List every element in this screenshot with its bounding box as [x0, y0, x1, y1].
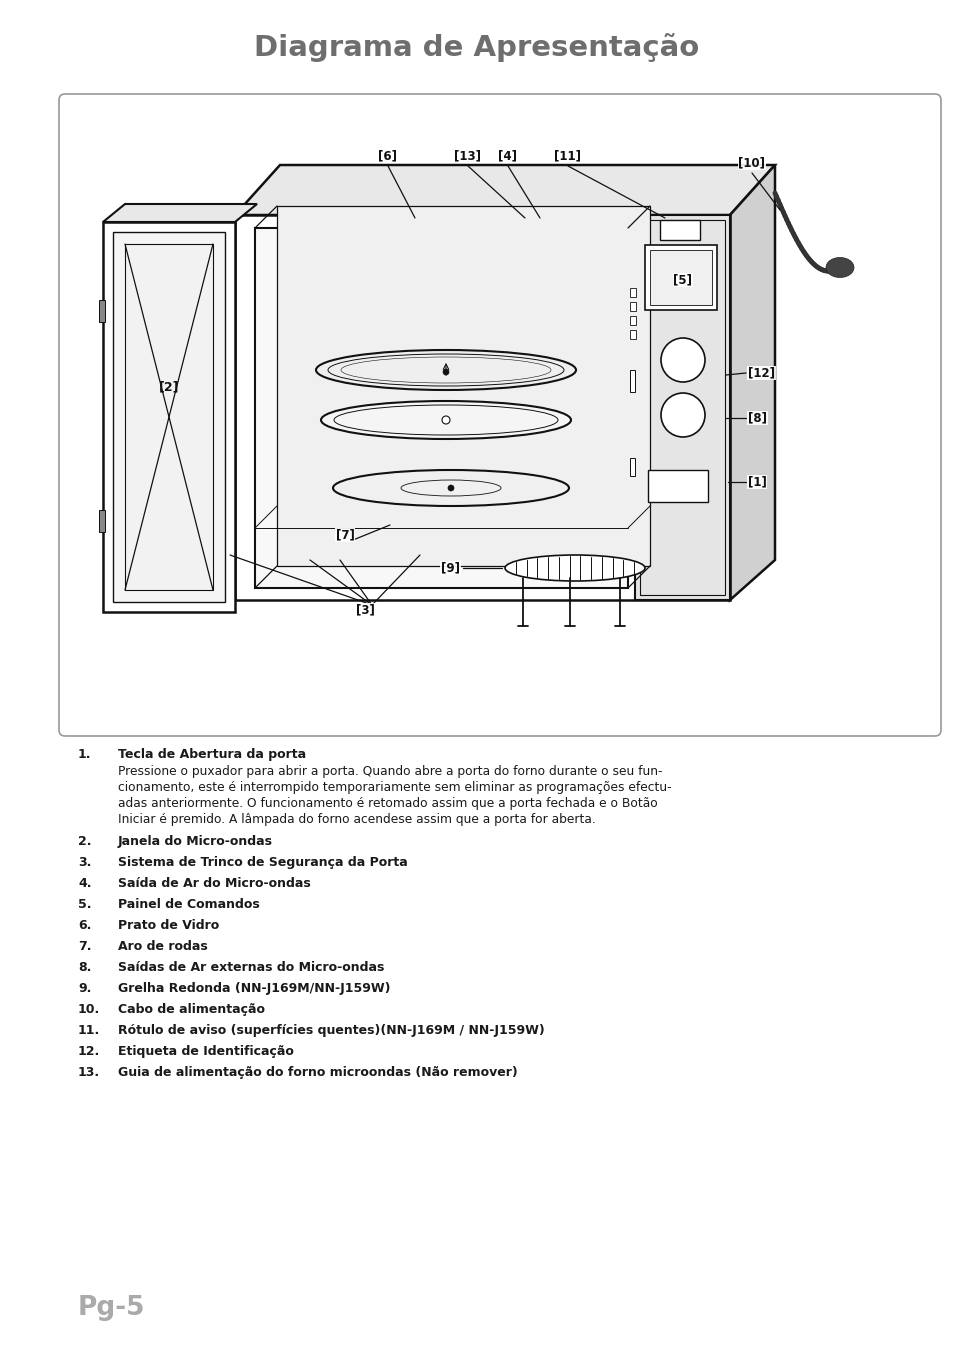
- Circle shape: [442, 369, 449, 376]
- Bar: [629, 330, 636, 339]
- Text: Cabo de alimentação: Cabo de alimentação: [118, 1002, 265, 1016]
- Text: 12.: 12.: [78, 1046, 100, 1058]
- Text: Aro de rodas: Aro de rodas: [118, 940, 208, 952]
- Text: Guia de alimentação do forno microondas (Não remover): Guia de alimentação do forno microondas …: [118, 1066, 517, 1079]
- Text: Prato de Vidro: Prato de Vidro: [118, 919, 219, 932]
- Text: Saída de Ar do Micro-ondas: Saída de Ar do Micro-ondas: [118, 877, 311, 890]
- Bar: [125, 245, 213, 590]
- Bar: [629, 370, 635, 392]
- Bar: [639, 220, 724, 594]
- Text: [1]: [1]: [747, 476, 766, 489]
- Text: Etiqueta de Identificação: Etiqueta de Identificação: [118, 1046, 294, 1058]
- Circle shape: [660, 393, 704, 436]
- Text: [4]: [4]: [498, 150, 517, 162]
- Text: 8.: 8.: [78, 961, 91, 974]
- Text: Pg-5: Pg-5: [78, 1296, 146, 1321]
- Text: [12]: [12]: [747, 366, 774, 380]
- Bar: [99, 509, 105, 532]
- Polygon shape: [234, 165, 774, 215]
- Ellipse shape: [825, 258, 853, 277]
- Text: 9.: 9.: [78, 982, 91, 994]
- Text: 1.: 1.: [78, 748, 91, 761]
- Text: [7]: [7]: [335, 528, 355, 542]
- Text: 13.: 13.: [78, 1066, 100, 1079]
- Text: Painel de Comandos: Painel de Comandos: [118, 898, 259, 911]
- FancyBboxPatch shape: [59, 95, 940, 736]
- Text: 11.: 11.: [78, 1024, 100, 1038]
- Ellipse shape: [315, 350, 576, 390]
- Bar: [103, 222, 234, 612]
- Text: [2]: [2]: [158, 381, 179, 393]
- Text: 10.: 10.: [78, 1002, 100, 1016]
- Polygon shape: [103, 204, 256, 222]
- Bar: [629, 303, 636, 311]
- Text: Janela do Micro-ondas: Janela do Micro-ondas: [118, 835, 273, 848]
- Text: 4.: 4.: [78, 877, 91, 890]
- Bar: [629, 288, 636, 297]
- Bar: [629, 458, 635, 476]
- Text: Sistema de Trinco de Segurança da Porta: Sistema de Trinco de Segurança da Porta: [118, 857, 407, 869]
- Text: [5]: [5]: [673, 273, 692, 286]
- Text: Grelha Redonda (NN-J169M/NN-J159W): Grelha Redonda (NN-J169M/NN-J159W): [118, 982, 390, 994]
- Bar: [99, 300, 105, 322]
- Text: [8]: [8]: [747, 412, 766, 424]
- Polygon shape: [729, 165, 774, 600]
- Bar: [254, 228, 627, 588]
- Bar: [635, 215, 729, 600]
- Bar: [659, 220, 700, 240]
- Bar: [629, 316, 636, 326]
- Text: [3]: [3]: [355, 604, 374, 616]
- Text: 2.: 2.: [78, 835, 91, 848]
- Text: Tecla de Abertura da porta: Tecla de Abertura da porta: [118, 748, 306, 761]
- Text: Diagrama de Apresentação: Diagrama de Apresentação: [254, 34, 699, 62]
- Bar: [647, 470, 707, 503]
- Circle shape: [448, 485, 454, 490]
- Text: [6]: [6]: [378, 150, 397, 162]
- Bar: [649, 250, 711, 305]
- Ellipse shape: [504, 555, 644, 581]
- Text: Saídas de Ar externas do Micro-ondas: Saídas de Ar externas do Micro-ondas: [118, 961, 384, 974]
- Text: 6.: 6.: [78, 919, 91, 932]
- Circle shape: [660, 338, 704, 382]
- Circle shape: [441, 416, 450, 424]
- Text: Pressione o puxador para abrir a porta. Quando abre a porta do forno durante o s: Pressione o puxador para abrir a porta. …: [118, 765, 661, 778]
- Bar: [112, 232, 225, 603]
- Bar: [276, 205, 649, 566]
- Text: [10]: [10]: [738, 157, 764, 169]
- Text: Rótulo de aviso (superfícies quentes)(NN-J169M / NN-J159W): Rótulo de aviso (superfícies quentes)(NN…: [118, 1024, 544, 1038]
- Text: 7.: 7.: [78, 940, 91, 952]
- Text: Iniciar é premido. A lâmpada do forno acendese assim que a porta for aberta.: Iniciar é premido. A lâmpada do forno ac…: [118, 813, 595, 825]
- Ellipse shape: [320, 401, 571, 439]
- Text: [11]: [11]: [554, 150, 581, 162]
- Text: [13]: [13]: [454, 150, 481, 162]
- Bar: [644, 245, 717, 309]
- Text: cionamento, este é interrompido temporariamente sem eliminar as programações efe: cionamento, este é interrompido temporar…: [118, 781, 671, 794]
- Text: adas anteriormente. O funcionamento é retomado assim que a porta fechada e o Bot: adas anteriormente. O funcionamento é re…: [118, 797, 657, 811]
- Text: [9]: [9]: [440, 562, 459, 574]
- Ellipse shape: [333, 470, 568, 507]
- Bar: [234, 215, 729, 600]
- Text: 3.: 3.: [78, 857, 91, 869]
- Text: 5.: 5.: [78, 898, 91, 911]
